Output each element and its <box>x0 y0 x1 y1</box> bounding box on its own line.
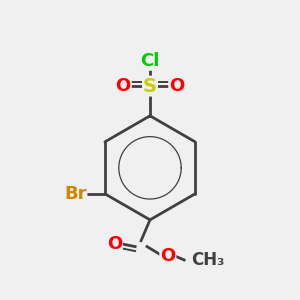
Text: S: S <box>143 76 157 96</box>
Text: Cl: Cl <box>140 52 160 70</box>
Text: CH₃: CH₃ <box>192 251 225 269</box>
Text: Br: Br <box>64 185 86 203</box>
Text: O: O <box>169 77 184 95</box>
Text: O: O <box>116 77 131 95</box>
Text: O: O <box>107 235 122 253</box>
Text: O: O <box>160 247 176 265</box>
